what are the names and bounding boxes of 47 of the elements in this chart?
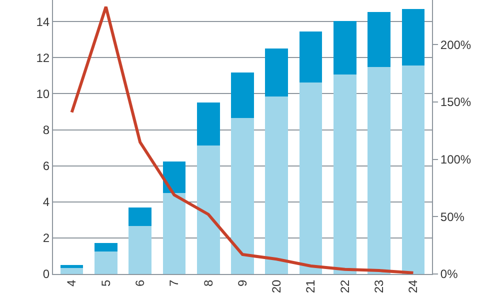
y-tick-label: 12 — [36, 50, 50, 65]
bar — [333, 20, 356, 74]
bar — [60, 268, 84, 274]
y2-tick-label: 150% — [440, 95, 472, 110]
x-tick-label: 9 — [235, 279, 250, 286]
y2-tick-label: 0% — [440, 267, 458, 282]
y2-tick-label: 200% — [440, 38, 472, 52]
y-tick-label: 6 — [42, 159, 50, 174]
bar — [60, 264, 84, 268]
y2-tick-label: 50% — [440, 210, 465, 224]
bar — [333, 74, 356, 274]
bar — [368, 67, 391, 274]
y-tick-label: 4 — [42, 195, 50, 210]
bar — [128, 226, 152, 274]
y-tick-label: 8 — [42, 122, 50, 137]
bar — [196, 102, 220, 146]
y-tick-label: 0 — [42, 267, 50, 282]
bar — [231, 72, 254, 118]
bar — [265, 48, 288, 97]
x-tick-label: 21 — [304, 279, 318, 294]
y2-tick-label: 100% — [440, 152, 472, 167]
bar — [402, 65, 425, 274]
bar — [368, 12, 391, 68]
bar — [94, 251, 118, 274]
bar — [299, 31, 322, 83]
x-tick-label: 4 — [64, 279, 79, 286]
x-tick-label: 20 — [270, 279, 284, 294]
bar — [402, 8, 425, 66]
bar — [265, 96, 288, 274]
x-tick-label: 24 — [406, 279, 420, 294]
bar — [128, 208, 152, 226]
bar — [162, 162, 186, 193]
y-tick-label: 14 — [36, 14, 50, 29]
bar — [231, 118, 254, 274]
x-tick-label: 23 — [372, 279, 386, 294]
x-tick-label: 22 — [338, 279, 352, 294]
x-tick-label: 7 — [167, 279, 182, 286]
y-tick-label: 10 — [36, 86, 50, 101]
y-tick-label: 2 — [42, 231, 50, 246]
bar — [162, 192, 186, 274]
bar — [299, 82, 322, 274]
x-tick-label: 8 — [201, 279, 216, 286]
x-tick-label: 6 — [132, 279, 147, 286]
x-tick-label: 5 — [98, 279, 113, 286]
line-series — [70, 5, 415, 274]
bar — [94, 242, 118, 252]
bar — [196, 145, 220, 274]
